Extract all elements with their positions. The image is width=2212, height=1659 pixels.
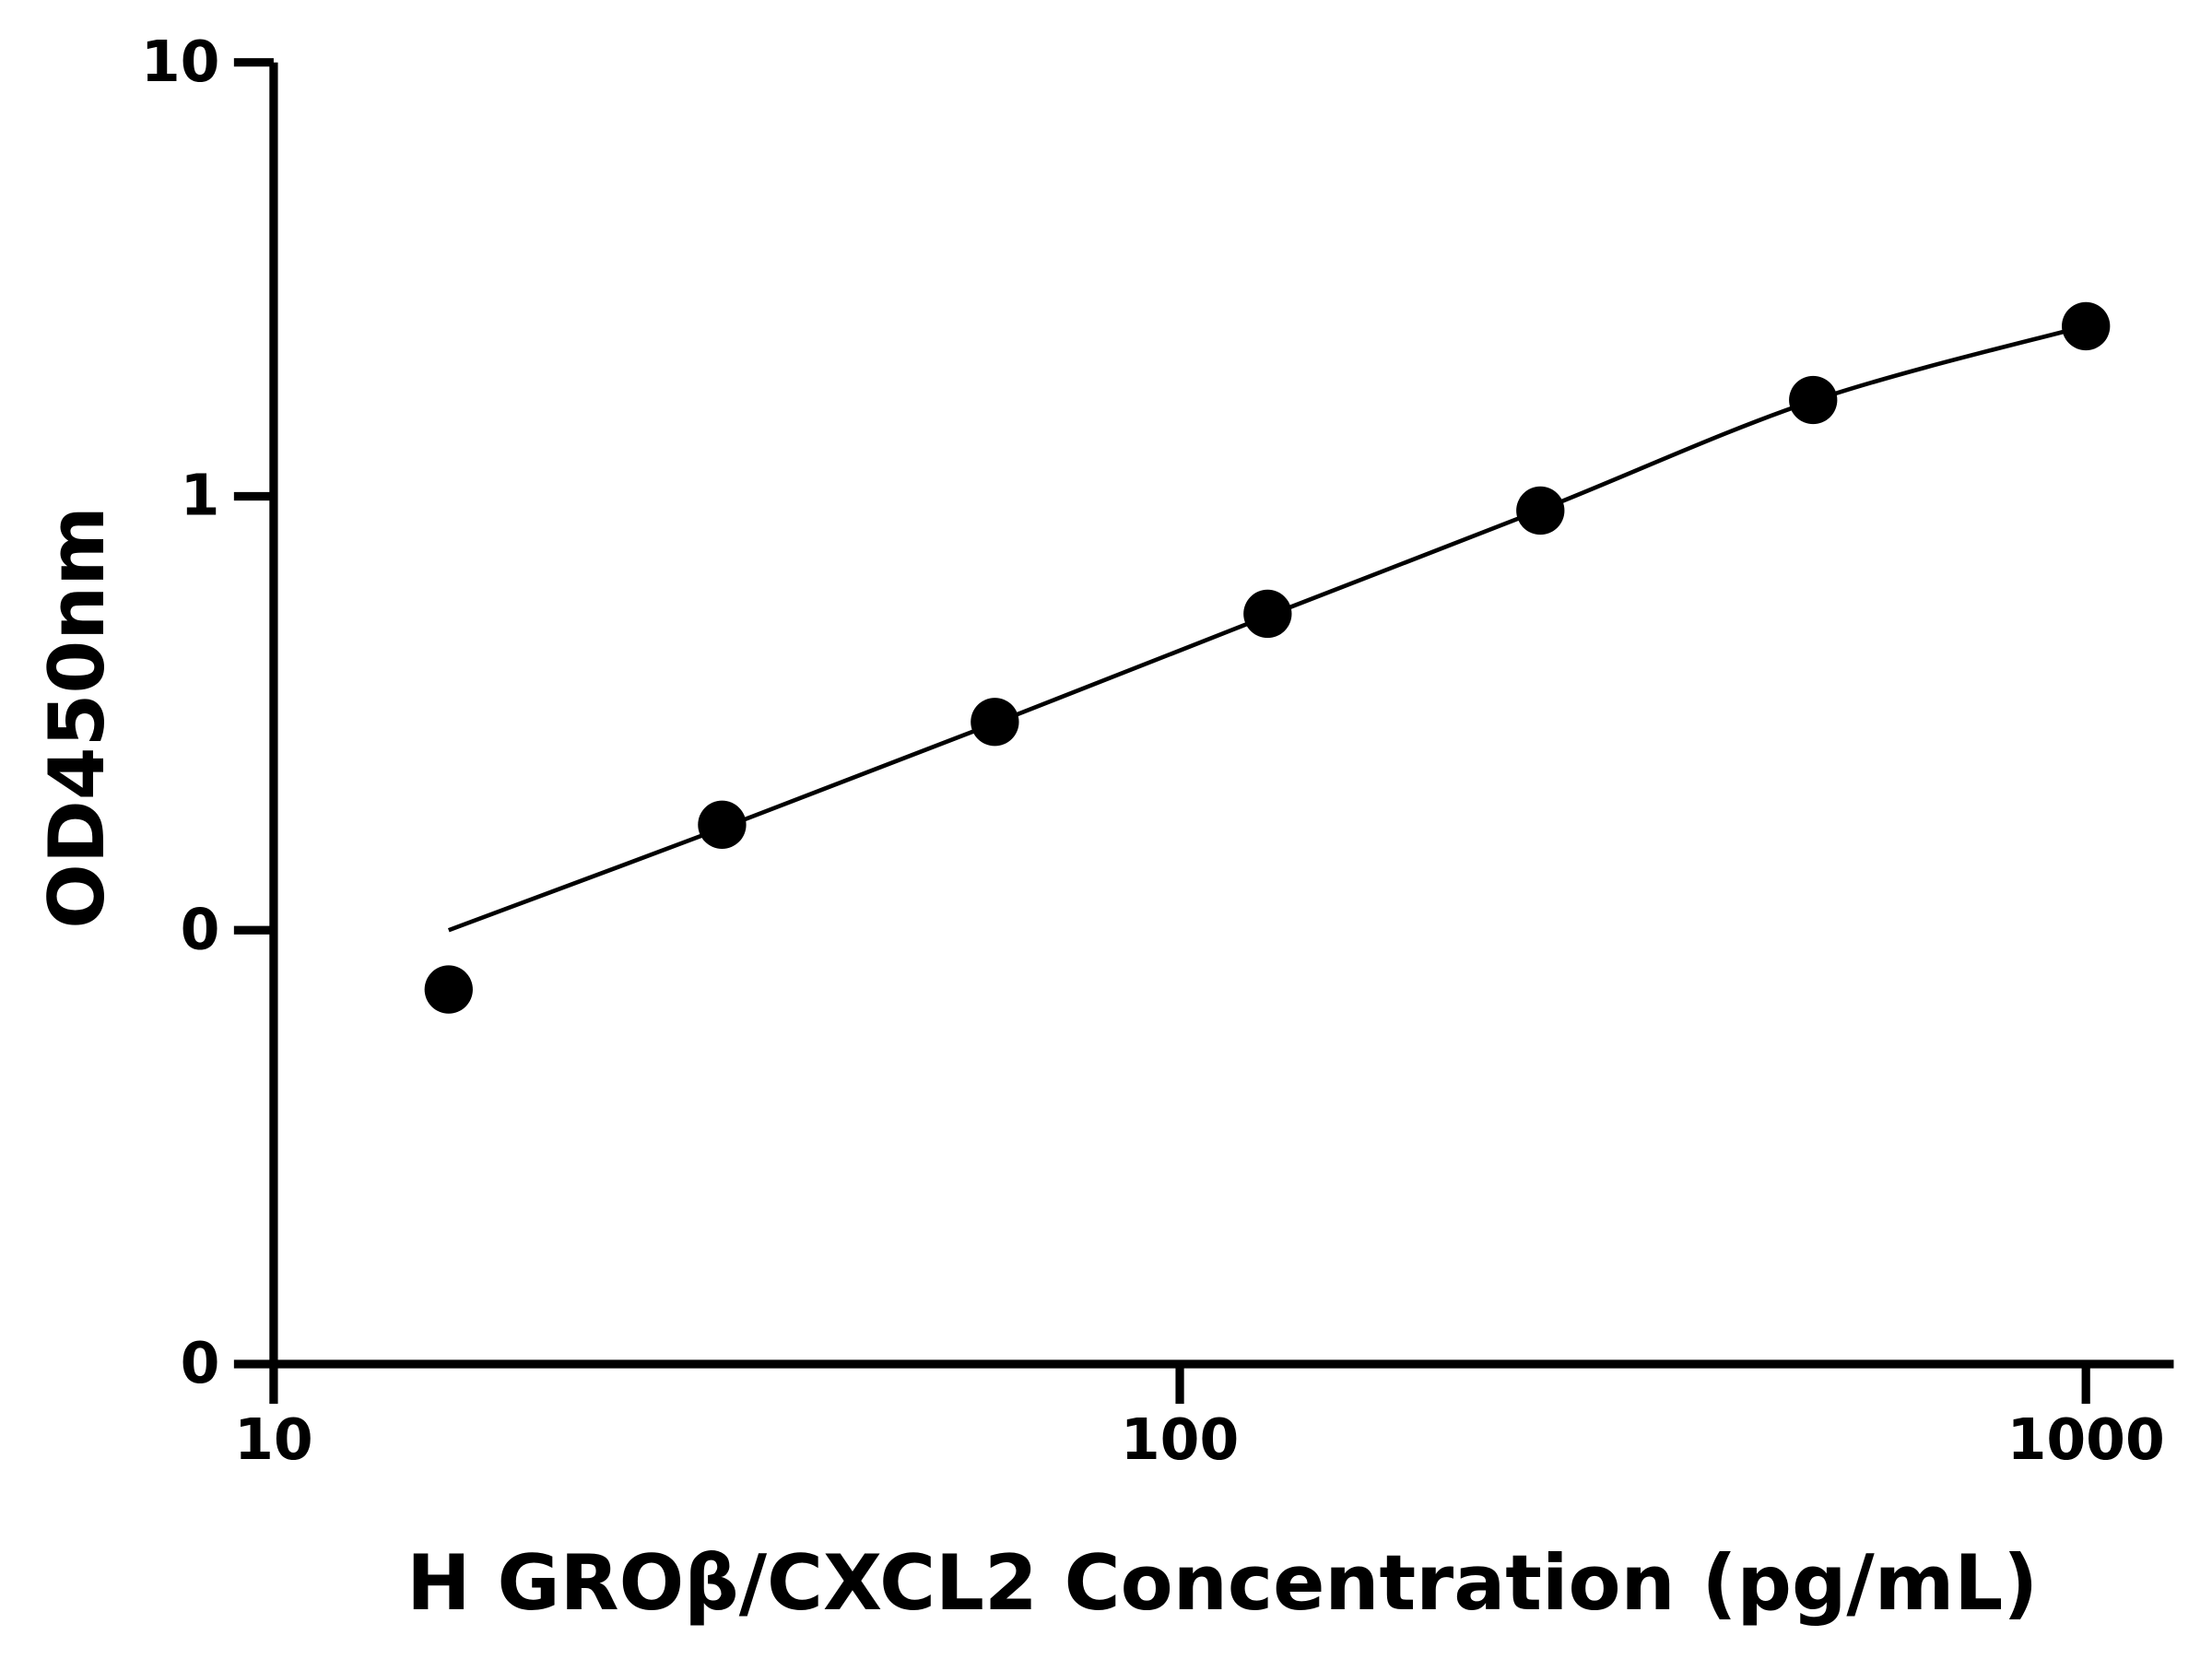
y-axis-title: OD450nm	[32, 506, 122, 929]
y-tick-label: 0	[181, 896, 220, 962]
data-point	[424, 965, 473, 1014]
data-point	[698, 800, 747, 849]
x-tick-label: 10	[234, 1406, 313, 1473]
x-tick-label: 100	[1121, 1406, 1239, 1473]
data-point	[1243, 589, 1292, 639]
data-point	[2062, 301, 2111, 351]
y-tick-label: 1	[181, 463, 220, 529]
y-tick-label: 10	[141, 29, 220, 95]
x-axis-title: H GROβ/CXCL2 Concentration (pg/mL)	[406, 1538, 2038, 1628]
x-tick-label: 1000	[2007, 1406, 2165, 1473]
data-point	[1789, 375, 1838, 425]
data-point	[1516, 486, 1565, 535]
data-point	[971, 698, 1019, 747]
y-tick-label: 0	[181, 1330, 220, 1396]
